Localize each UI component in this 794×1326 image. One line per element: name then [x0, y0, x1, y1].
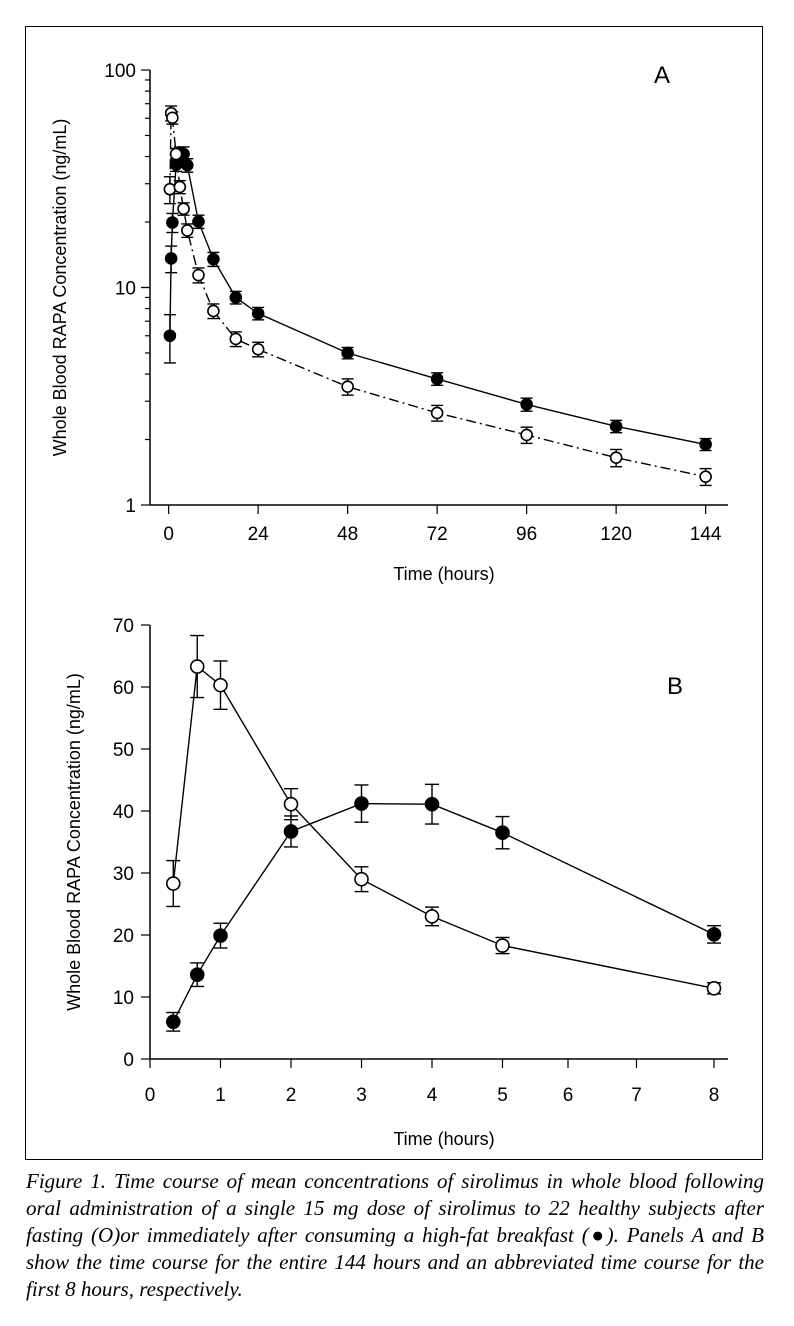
panel-b-open-point: [189, 659, 205, 674]
panel-a-open-point: [699, 470, 712, 483]
panel-a-y-axis-label: Whole Blood RAPA Concentration (ng/mL): [50, 119, 70, 457]
panel-b-x-tick-label: 7: [631, 1085, 642, 1106]
panel-b-filled-point: [424, 796, 440, 812]
panel-b-open-point: [706, 981, 722, 996]
panel-b-filled-point: [165, 1014, 181, 1030]
panel-a-open-point: [430, 406, 444, 420]
panel-a-open-point: [609, 451, 623, 464]
panel-b-x-tick-label: 3: [356, 1085, 367, 1106]
panel-b-open-point: [213, 677, 228, 693]
panel-a-open-point: [177, 202, 190, 216]
panel-b-series-line: [172, 665, 715, 989]
panel-b-open-point: [495, 938, 510, 953]
panel-b-y-tick-label: 10: [113, 988, 134, 1009]
panel-a-x-tick-label: 24: [248, 524, 270, 545]
panel-a-open-point: [180, 224, 194, 237]
panel-a-letter: A: [654, 62, 670, 89]
figure-frame: [25, 26, 763, 1160]
panel-b-filled-point: [706, 927, 722, 942]
panel-b-open-point: [354, 871, 369, 887]
panel-b-x-tick-label: 8: [709, 1085, 720, 1106]
panel-a-x-tick-label: 144: [690, 524, 722, 545]
panel-a-open-point: [251, 342, 265, 356]
panel-a-x-tick-label: 120: [600, 524, 632, 545]
panel-b-y-axis-label: Whole Blood RAPA Concentration (ng/mL): [64, 673, 84, 1011]
panel-a-filled-point: [180, 158, 194, 172]
panel-b-filled-point: [354, 796, 369, 811]
panel-a-x-tick-label: 72: [427, 524, 448, 545]
panel-a-x-tick-label: 48: [337, 524, 358, 545]
panel-a-open-point: [341, 380, 354, 393]
panel-b-series-line: [172, 802, 715, 1023]
panel-b-x-tick-label: 6: [563, 1085, 574, 1106]
panel-a-x-tick-label: 0: [163, 524, 174, 545]
panel-a-filled-point: [166, 216, 179, 229]
panel-a-y-tick-label: 10: [115, 279, 136, 300]
panel-b-y-tick-label: 50: [113, 740, 134, 761]
panel-a-filled-point: [251, 307, 265, 320]
panel-a-series-line: [169, 113, 706, 478]
panel-b-chart: 0 10 20 30 40 50 60 70 0 1 2 3 4 5 6 7 8 Time (hours) Whol…: [64, 616, 728, 1149]
panel-a-filled-point: [192, 215, 205, 228]
panel-a-open-point: [173, 180, 187, 194]
panel-a-filled-point: [609, 420, 623, 433]
panel-b-open-point: [424, 909, 440, 924]
panel-b-open-point: [165, 876, 181, 891]
panel-a-filled-point: [341, 346, 354, 360]
figure-caption: Figure 1. Time course of mean concentrat…: [26, 1169, 764, 1301]
panel-b-y-tick-label: 20: [113, 926, 134, 947]
panel-a-chart: 1 10 100 0 24 48 72 96 120 144 Time (hours) Whole B…: [50, 61, 728, 584]
panel-a-filled-point: [229, 291, 243, 304]
panel-a-series-line: [169, 153, 706, 446]
panel-b-y-tick-label: 40: [113, 802, 134, 823]
panel-a-filled-point: [164, 252, 178, 265]
panel-a-x-axis-label: Time (hours): [393, 564, 494, 584]
panel-b-x-tick-label: 2: [286, 1085, 297, 1106]
panel-b-y-tick-label: 0: [123, 1050, 134, 1071]
panel-b-x-tick-label: 5: [497, 1085, 508, 1106]
panel-b-y-tick-label: 60: [113, 678, 134, 699]
panel-a-y-tick-label: 1: [125, 496, 136, 517]
panel-a-open-point: [207, 304, 220, 318]
panel-b-filled-point: [495, 825, 510, 841]
panel-a-open-point: [166, 111, 179, 125]
panel-a-filled-point: [163, 329, 177, 343]
panel-a-open-point: [520, 428, 533, 442]
panel-b-x-tick-label: 4: [427, 1085, 438, 1106]
panel-a-y-tick-label: 100: [104, 61, 136, 82]
panel-b-x-tick-label: 0: [145, 1085, 156, 1106]
panel-b-y-tick-label: 70: [113, 616, 134, 637]
panel-b-x-tick-label: 1: [215, 1085, 226, 1106]
panel-b-filled-point: [283, 824, 299, 839]
panel-b-filled-point: [189, 967, 205, 982]
panel-a-open-point: [229, 332, 243, 346]
panel-a-filled-point: [699, 438, 712, 451]
panel-b-filled-point: [213, 928, 228, 943]
panel-b-y-tick-label: 30: [113, 864, 134, 885]
panel-a-x-tick-label: 96: [516, 524, 537, 545]
panel-a-filled-point: [430, 372, 444, 386]
panel-b-open-point: [283, 796, 299, 812]
panel-a-filled-point: [207, 252, 220, 266]
panel-b-letter: B: [667, 673, 683, 700]
panel-a-open-point: [169, 147, 183, 161]
panel-a-filled-point: [169, 158, 183, 171]
panel-a-open-point: [192, 268, 205, 282]
panel-b-x-axis-label: Time (hours): [393, 1129, 494, 1149]
panel-a-filled-point: [520, 398, 533, 411]
